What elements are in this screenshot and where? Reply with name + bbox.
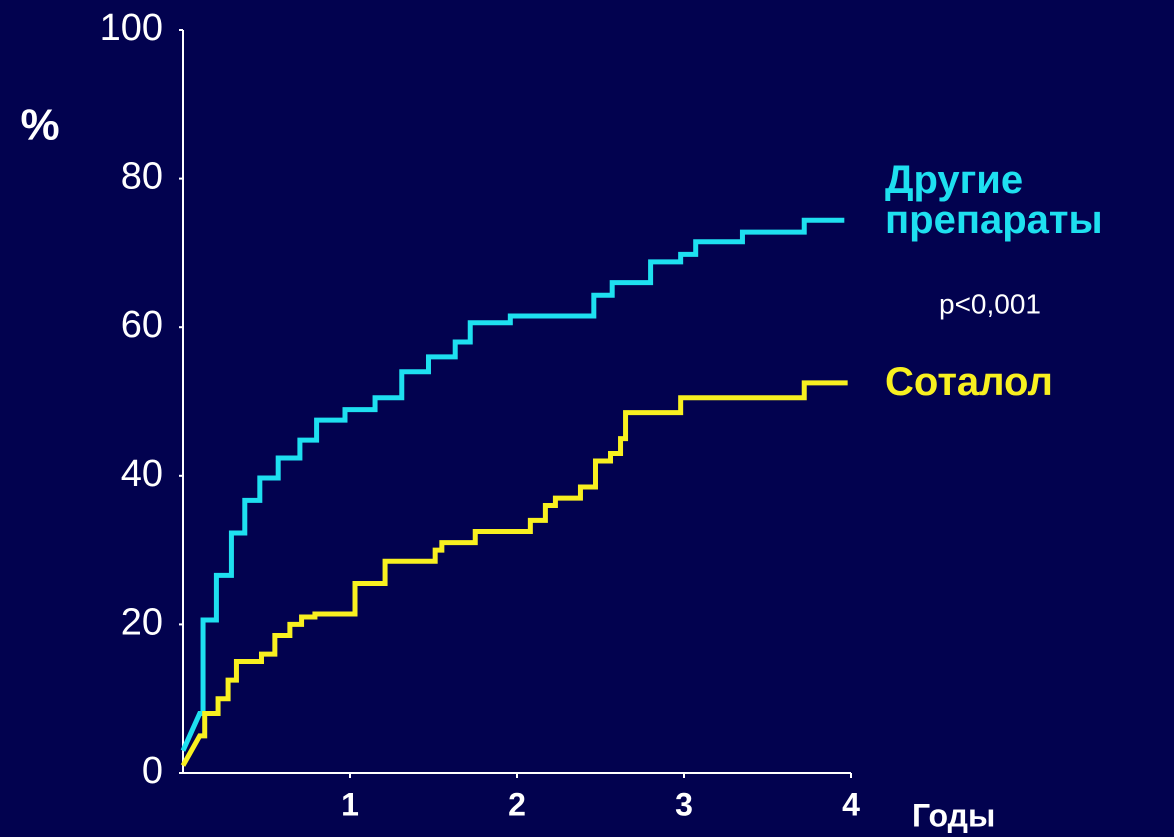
- series-line: [180, 217, 845, 752]
- x-tick-label: 4: [842, 786, 860, 822]
- y-axis-label: %: [20, 101, 59, 150]
- series-line: [180, 380, 848, 767]
- x-axis-label: Годы: [912, 797, 995, 833]
- series-label: Другие препараты: [885, 158, 1103, 242]
- y-tick-label: 80: [121, 156, 163, 198]
- x-tick-label: 3: [675, 786, 693, 822]
- y-tick-label: 100: [100, 7, 163, 49]
- x-tick-label: 1: [341, 786, 359, 822]
- y-tick-label: 20: [121, 601, 163, 643]
- series-label: Соталол: [885, 360, 1053, 404]
- annotation: p<0,001: [939, 288, 1041, 319]
- y-tick-label: 60: [121, 304, 163, 346]
- y-tick-label: 0: [142, 750, 163, 792]
- y-tick-label: 40: [121, 453, 163, 495]
- x-tick-label: 2: [508, 786, 526, 822]
